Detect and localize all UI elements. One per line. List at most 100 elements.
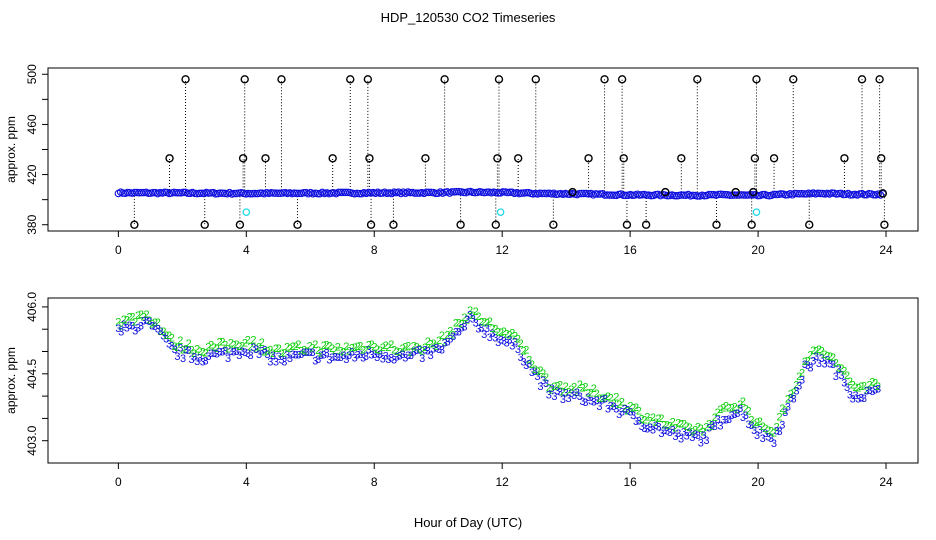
series-3-point: 3	[329, 352, 335, 364]
series-2-point: 2	[563, 381, 569, 393]
series-3-point: 3	[861, 393, 867, 405]
series-2-point: 2	[692, 424, 698, 436]
series-3-point: 3	[388, 353, 394, 365]
series-2-point: 2	[627, 400, 633, 412]
series-2-point: 2	[293, 341, 299, 353]
series-3-point: 3	[439, 345, 445, 357]
series-3-point: 3	[141, 315, 147, 327]
series-2-point: 2	[399, 343, 405, 355]
series-3-point: 3	[115, 323, 121, 335]
series-2-point: 2	[701, 427, 707, 439]
series-2-point: 2	[653, 417, 659, 429]
series-2-point: 2	[405, 340, 411, 352]
series-3-point: 3	[706, 423, 712, 435]
series-3-point: 3	[540, 375, 546, 387]
series-2-point: 2	[473, 306, 479, 318]
spike-point	[619, 154, 628, 163]
series-3-point: 3	[746, 419, 752, 431]
series-2-point: 2	[444, 330, 450, 342]
y-tick-label: 500	[25, 64, 39, 84]
series-3-point: 3	[577, 391, 583, 403]
spike-point	[493, 154, 502, 163]
series-3-point: 3	[821, 359, 827, 371]
series-3-point: 3	[245, 348, 251, 360]
baseline-point	[772, 190, 781, 199]
x-tick-label: 16	[623, 243, 637, 257]
series-3-point: 3	[315, 354, 321, 366]
baseline-point	[777, 190, 785, 198]
series-3-point: 3	[551, 391, 557, 403]
series-2-point: 2	[411, 340, 417, 352]
series-2-point: 2	[523, 345, 529, 357]
series-2-point: 2	[664, 419, 670, 431]
series-3-point: 3	[307, 347, 313, 359]
series-3-point: 3	[504, 338, 510, 350]
series-3-point: 3	[478, 323, 484, 335]
series-3-point: 3	[608, 400, 614, 412]
series-3-point: 3	[419, 353, 425, 365]
series-2-point: 2	[490, 323, 496, 335]
baseline-point	[376, 189, 384, 198]
series-2-point: 2	[605, 391, 611, 403]
plot-frame	[47, 67, 919, 232]
series-2-point: 2	[816, 344, 822, 356]
series-2-point: 2	[298, 345, 304, 357]
cyan-point	[752, 208, 761, 217]
series-2-point: 2	[535, 366, 541, 378]
series-2-point: 2	[565, 387, 571, 399]
spike-point	[293, 220, 302, 229]
series-2-point: 2	[743, 404, 749, 416]
series-2-point: 2	[174, 342, 180, 354]
series-2-point: 2	[850, 380, 856, 392]
series-2-point: 2	[661, 420, 667, 432]
series-3-point: 3	[850, 394, 856, 406]
x-tick-label: 8	[371, 475, 378, 489]
series-3-point: 3	[605, 404, 611, 416]
series-3-point: 3	[760, 433, 766, 445]
series-3-point: 3	[332, 351, 338, 363]
baseline-point	[452, 187, 461, 196]
series-2-point: 2	[242, 337, 248, 349]
spike-point	[421, 154, 430, 163]
series-2-point: 2	[335, 342, 341, 354]
series-3-point: 3	[222, 345, 228, 357]
series-3-point: 3	[703, 435, 709, 447]
series-3-point: 3	[765, 432, 771, 444]
series-2-point: 2	[430, 338, 436, 350]
series-3-point: 3	[639, 421, 645, 433]
series-3-point: 3	[636, 416, 642, 428]
series-2-point: 2	[599, 393, 605, 405]
y-tick-label: 380	[25, 214, 39, 234]
spike-point	[840, 154, 849, 163]
baseline-point	[828, 189, 836, 197]
series-2-point: 2	[326, 340, 332, 352]
baseline-point	[647, 191, 655, 200]
baseline-point	[160, 188, 169, 197]
spike-point	[600, 75, 609, 84]
series-3-point: 3	[422, 345, 428, 357]
series-2-point: 2	[343, 341, 349, 353]
series-2-point: 2	[459, 319, 465, 331]
spike-point	[712, 220, 721, 229]
baseline-point	[144, 189, 153, 198]
series-3-point: 3	[630, 410, 636, 422]
spike-point	[584, 154, 593, 163]
series-2-point: 2	[414, 341, 420, 353]
series-3-point: 3	[352, 353, 358, 365]
series-3-point: 3	[273, 356, 279, 368]
baseline-point	[506, 188, 514, 197]
series-2-point: 2	[608, 393, 614, 405]
series-3-point: 3	[529, 367, 535, 379]
series-3-point: 3	[194, 356, 200, 368]
baseline-point	[758, 190, 767, 199]
series-2-point: 2	[689, 427, 695, 439]
series-3-point: 3	[394, 352, 400, 364]
spike-point	[366, 220, 376, 229]
cyan-point	[242, 208, 251, 217]
series-2-point: 2	[416, 344, 422, 356]
series-3-point: 3	[610, 401, 616, 413]
baseline-point	[652, 190, 660, 199]
series-3-point: 3	[180, 353, 186, 365]
series-2-point: 2	[217, 337, 223, 349]
series-2-point: 2	[861, 381, 867, 393]
